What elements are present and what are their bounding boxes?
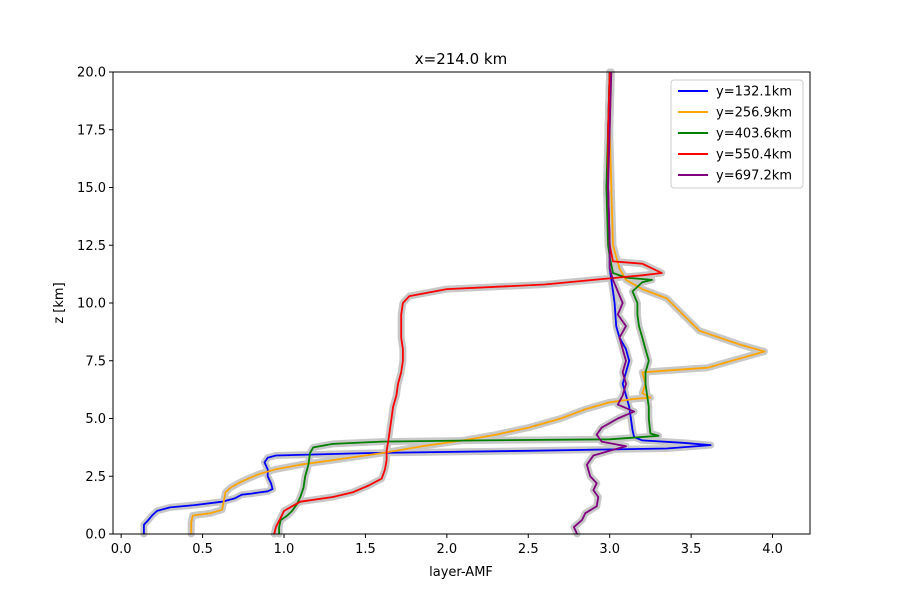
series-line-1 (190, 71, 766, 534)
y-tick-label: 12.5 (77, 239, 106, 254)
series-line-4 (573, 71, 635, 535)
y-axis-title: z [km] (52, 282, 67, 323)
legend-label-3: y=550.4km (716, 148, 792, 163)
y-tick-label: 2.5 (85, 470, 106, 485)
uncertainty-band-4 (570, 68, 638, 538)
legend-label-4: y=697.2km (716, 169, 792, 184)
series-line-3 (273, 71, 663, 535)
x-tick-label: 1.0 (274, 542, 295, 557)
legend-box (670, 79, 804, 189)
x-tick-label: 3.5 (681, 542, 702, 557)
chart-title: x=214.0 km (415, 50, 507, 68)
x-tick-label: 1.5 (355, 542, 376, 557)
y-tick-label: 10.0 (77, 297, 106, 312)
legend-label-0: y=132.1km (716, 85, 792, 100)
x-tick-label: 0.0 (111, 542, 132, 557)
y-tick-label: 0.0 (85, 528, 106, 543)
x-tick-label: 0.5 (192, 542, 213, 557)
y-tick-label: 15.0 (77, 181, 106, 196)
x-axis-ticks: 0.0 0.5 1.0 1.5 2.0 2.5 3.0 3.5 4.0 (111, 534, 783, 557)
y-axis-ticks: 0.0 2.5 5.0 7.5 10.0 12.5 15.0 17.5 20.0 (77, 66, 113, 543)
y-tick-label: 5.0 (85, 412, 106, 427)
series-lines (143, 71, 766, 535)
y-tick-label: 17.5 (77, 123, 106, 138)
uncertainty-band-3 (270, 68, 666, 538)
x-tick-label: 3.0 (599, 542, 620, 557)
legend-label-1: y=256.9km (716, 106, 792, 121)
legend: y=132.1km y=256.9km y=403.6km y=550.4km y=69… (670, 79, 804, 189)
x-tick-label: 2.5 (518, 542, 539, 557)
x-axis-title: layer-AMF (429, 565, 493, 580)
y-tick-label: 7.5 (85, 354, 106, 369)
series-line-2 (278, 71, 660, 534)
series-line-0 (143, 71, 712, 534)
legend-label-2: y=403.6km (716, 127, 792, 142)
x-tick-label: 2.0 (436, 542, 457, 557)
x-tick-label: 4.0 (762, 542, 783, 557)
uncertainty-band-2 (275, 68, 662, 538)
y-tick-label: 20.0 (77, 66, 106, 81)
